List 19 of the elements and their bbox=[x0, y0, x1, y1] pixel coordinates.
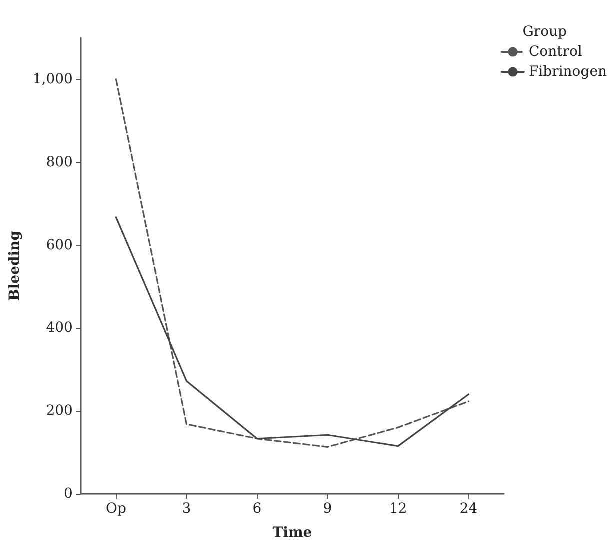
x-tick-label: 3 bbox=[182, 501, 192, 517]
y-tick-label: 800 bbox=[46, 154, 73, 170]
y-axis-title: Bleeding bbox=[7, 230, 23, 302]
x-tick-label: 9 bbox=[323, 501, 332, 517]
x-tick-label: 24 bbox=[460, 501, 478, 517]
x-tick-label: 6 bbox=[252, 501, 262, 517]
y-tick-label: 600 bbox=[46, 237, 73, 254]
legend-label: Control bbox=[528, 44, 583, 60]
x-tick-label: Op bbox=[106, 501, 126, 517]
y-tick-label: 1,000 bbox=[32, 71, 73, 88]
x-axis-title: Time bbox=[272, 525, 312, 541]
line-series bbox=[115, 216, 470, 448]
y-tick-label: 200 bbox=[46, 403, 73, 420]
legend-label: Fibrinogen bbox=[528, 64, 608, 80]
line-series bbox=[115, 78, 470, 448]
y-tick-label: 400 bbox=[46, 320, 73, 336]
x-tick-label: 12 bbox=[389, 501, 408, 517]
y-tick-label: 0 bbox=[64, 486, 73, 502]
legend-title: Group bbox=[522, 24, 568, 40]
